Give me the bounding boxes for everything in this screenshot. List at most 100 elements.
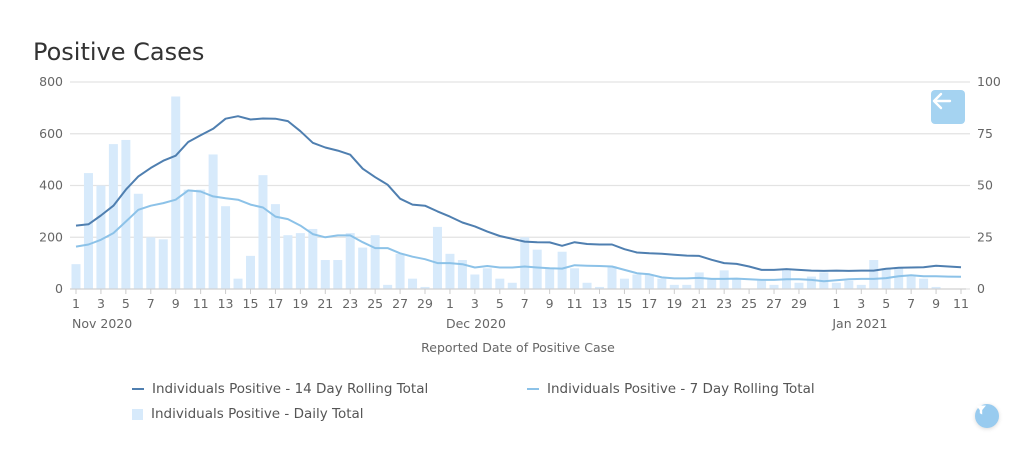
daily-bar <box>794 282 804 289</box>
daily-bar <box>644 274 654 289</box>
x-tick-label: 1 <box>832 296 840 311</box>
daily-bar <box>121 139 131 289</box>
legend-label: Individuals Positive - Daily Total <box>151 406 364 422</box>
daily-bar <box>669 284 679 289</box>
x-tick-label: 5 <box>882 296 890 311</box>
x-tick-label: 29 <box>417 296 433 311</box>
y-left-tick-label: 0 <box>55 281 63 296</box>
daily-bar <box>308 228 318 289</box>
line-7-day <box>75 189 962 283</box>
daily-bar <box>931 286 941 289</box>
x-tick-label: 3 <box>857 296 865 311</box>
y-right-tick-label: 50 <box>977 178 993 193</box>
x-tick-label: 13 <box>592 296 608 311</box>
daily-bar <box>320 260 330 289</box>
daily-bar <box>408 278 418 289</box>
daily-bar <box>495 278 505 289</box>
x-month-label: Nov 2020 <box>72 316 132 331</box>
x-tick-label: 17 <box>267 296 283 311</box>
daily-bar <box>221 206 231 289</box>
x-tick-label: 27 <box>392 296 408 311</box>
daily-bar <box>806 276 816 289</box>
daily-bar <box>83 173 93 289</box>
daily-bar <box>445 253 455 289</box>
x-tick-label: 15 <box>616 296 632 311</box>
x-tick-label: 11 <box>193 296 209 311</box>
x-tick-label: 9 <box>546 296 554 311</box>
x-tick-label: 19 <box>666 296 682 311</box>
x-tick-label: 3 <box>97 296 105 311</box>
daily-bar <box>233 278 243 289</box>
filter-icon <box>976 405 986 415</box>
legend-item-14-day[interactable]: Individuals Positive - 14 Day Rolling To… <box>132 381 428 397</box>
daily-bar <box>146 237 156 289</box>
legend-box-icon <box>132 408 143 420</box>
daily-bar <box>856 284 866 289</box>
x-tick-label: 21 <box>691 296 707 311</box>
x-tick-label: 7 <box>147 296 155 311</box>
daily-bar <box>133 193 143 289</box>
line-14-day <box>75 115 962 272</box>
x-axis-label: Reported Date of Positive Case <box>421 340 615 355</box>
daily-bar <box>769 284 779 289</box>
y-right-tick-label: 25 <box>977 229 993 244</box>
x-tick-label: 25 <box>367 296 383 311</box>
daily-bar <box>420 286 430 289</box>
bars <box>71 96 941 290</box>
daily-bar <box>383 284 393 289</box>
x-tick-label: 25 <box>741 296 757 311</box>
x-tick-label: 3 <box>471 296 479 311</box>
daily-bar <box>607 266 617 289</box>
daily-bar <box>570 268 580 289</box>
daily-bar <box>520 237 530 289</box>
x-tick-label: 21 <box>317 296 333 311</box>
daily-bar <box>482 268 492 289</box>
daily-bar <box>171 96 181 290</box>
x-month-label: Dec 2020 <box>446 316 506 331</box>
daily-bar <box>657 278 667 289</box>
filter-button[interactable] <box>975 404 999 428</box>
x-tick-label: 13 <box>218 296 234 311</box>
legend-line-icon <box>132 388 144 390</box>
x-tick-label: 29 <box>791 296 807 311</box>
daily-bar <box>545 268 555 289</box>
daily-bar <box>557 251 567 289</box>
daily-bar <box>894 268 904 289</box>
daily-bar <box>831 282 841 289</box>
daily-bar <box>283 235 293 289</box>
daily-bar <box>258 175 268 289</box>
daily-bar <box>395 253 405 289</box>
y-left-tick-label: 200 <box>39 229 63 244</box>
x-tick-label: 27 <box>766 296 782 311</box>
x-tick-label: 9 <box>172 296 180 311</box>
daily-bar <box>582 282 592 289</box>
back-button[interactable] <box>931 90 965 124</box>
x-tick-label: 11 <box>567 296 583 311</box>
daily-bar <box>507 282 517 289</box>
x-tick-label: 5 <box>122 296 130 311</box>
daily-bar <box>682 284 692 289</box>
daily-bar <box>270 204 280 289</box>
daily-bar <box>707 278 717 289</box>
daily-bar <box>470 274 480 289</box>
legend-line-icon <box>527 388 539 390</box>
daily-bar <box>358 247 368 289</box>
daily-bar <box>333 260 343 289</box>
legend-item-7-day[interactable]: Individuals Positive - 7 Day Rolling Tot… <box>527 381 815 397</box>
daily-bar <box>694 272 704 289</box>
legend-label: Individuals Positive - 7 Day Rolling Tot… <box>547 381 815 397</box>
daily-bar <box>844 280 854 289</box>
legend-item-daily[interactable]: Individuals Positive - Daily Total <box>132 406 364 422</box>
y-right-tick-label: 0 <box>977 281 985 296</box>
y-right-tick-label: 75 <box>977 126 993 141</box>
x-tick-label: 17 <box>641 296 657 311</box>
daily-bar <box>757 280 767 289</box>
x-month-label: Jan 2021 <box>831 316 887 331</box>
daily-bar <box>732 278 742 289</box>
x-tick-label: 11 <box>953 296 969 311</box>
legend-label: Individuals Positive - 14 Day Rolling To… <box>152 381 429 397</box>
daily-bar <box>96 185 106 289</box>
daily-bar <box>370 235 380 289</box>
daily-bar <box>619 278 629 289</box>
